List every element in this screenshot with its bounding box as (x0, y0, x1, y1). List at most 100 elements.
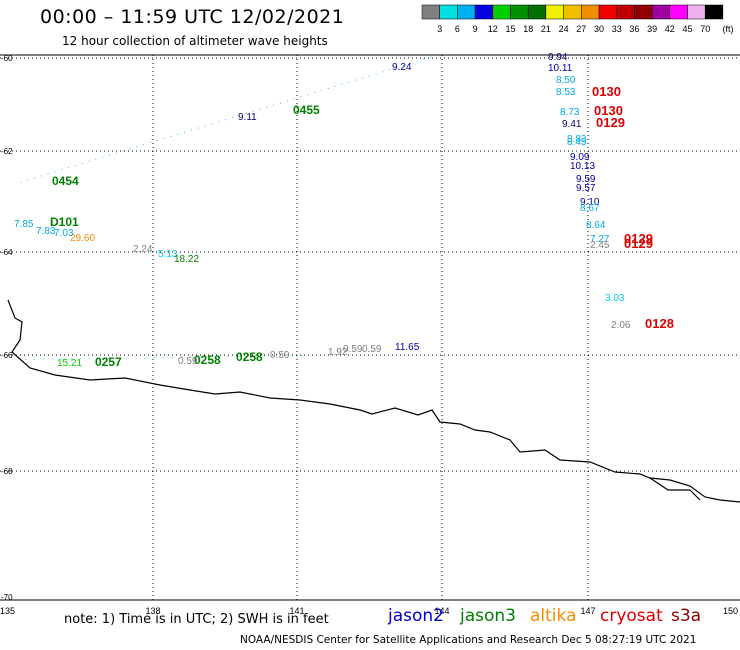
track-point: · (236, 351, 239, 361)
coastline (7, 299, 740, 503)
track-point: · (153, 352, 156, 362)
color-swatch (474, 4, 494, 20)
track-point: · (414, 56, 420, 66)
track-label: 9.59 (576, 174, 596, 185)
track-point: · (171, 352, 174, 362)
color-swatch (457, 4, 476, 20)
latitude-label: -70 (1, 593, 13, 602)
track-point: · (134, 141, 140, 151)
satellite-legend-jason2: jason2 (388, 606, 444, 626)
track-point: · (282, 350, 285, 360)
track-point: · (298, 91, 304, 101)
track-point: · (226, 351, 229, 361)
track-point: · (180, 352, 183, 362)
graticule (0, 55, 740, 600)
color-swatch (563, 4, 582, 20)
color-scale-label: 70 (700, 24, 710, 34)
track-point: · (291, 93, 297, 103)
color-scale-label: 27 (576, 24, 586, 34)
map-subtitle: 12 hour collection of altimeter wave hei… (62, 34, 328, 48)
track-point: · (229, 112, 235, 122)
track-point: · (127, 143, 133, 153)
track-point: · (116, 353, 119, 363)
axis-labels: -60 -62 -64 -66 -68 -70 135 138 141 144 147 150 (0, 54, 738, 616)
track-label: 9.41 (562, 119, 582, 130)
track-label: 9.24 (392, 62, 412, 73)
color-swatch (598, 4, 617, 20)
track-point: · (70, 353, 73, 363)
color-swatch (581, 4, 600, 20)
satellite-legend-altika: altika (530, 606, 577, 626)
track-label: 7.85 (14, 219, 34, 230)
longitude-label: 147 (580, 606, 595, 616)
track-point: · (72, 160, 78, 170)
track-point: · (79, 158, 85, 168)
track-point: · (421, 54, 427, 64)
track-point: · (291, 350, 294, 360)
color-scale-label: 6 (455, 24, 460, 34)
color-swatch (545, 4, 564, 20)
track-point: · (144, 352, 147, 362)
track-point: · (154, 135, 160, 145)
footnote: note: 1) Time is in UTC; 2) SWH is in fe… (64, 612, 329, 627)
track-label: 8.53 (556, 87, 576, 98)
altimeter-tracks: · · · · · · · · · · · · · · · · · · · · · · · · · · · · · · · · · · · · · · · ·… (18, 51, 434, 364)
latitude-label: -60 (1, 54, 13, 63)
map-title: 00:00 – 11:59 UTC 12/02/2021 (40, 6, 345, 28)
track-label: 9.09 (570, 152, 590, 163)
track-point: · (120, 145, 126, 155)
track-label: 0.59 (343, 344, 363, 355)
color-scale-label: 42 (665, 24, 675, 34)
track-point: · (359, 72, 365, 82)
track-point: · (113, 147, 119, 157)
track-label: 0129 (596, 115, 625, 130)
color-scale-legend: 3 6 9 12 15 18 21 24 27 30 33 36 39 42 45 70 (ft) (421, 4, 734, 34)
color-scale-label: 30 (594, 24, 604, 34)
color-scale-label: 3 (437, 24, 442, 34)
track-point: · (311, 87, 317, 97)
track-point: · (61, 353, 64, 363)
track-point: · (24, 174, 30, 184)
color-swatch (421, 4, 440, 20)
track-point: · (325, 83, 331, 93)
color-scale-label: 9 (473, 24, 478, 34)
color-swatch (669, 4, 688, 20)
track-point: · (277, 97, 283, 107)
track-label: 0257 (95, 355, 122, 369)
credit-line: NOAA/NESDIS Center for Satellite Applica… (240, 634, 697, 646)
track-point: · (257, 104, 263, 114)
color-swatch (527, 4, 547, 20)
track-point: · (162, 352, 165, 362)
color-scale-unit: (ft) (723, 24, 734, 34)
track-point: · (147, 137, 153, 147)
track-label: 9.10 (580, 197, 600, 208)
track-point: · (208, 351, 211, 361)
track-point: · (134, 352, 137, 362)
track-point: · (250, 106, 256, 116)
track-label: 10.11 (548, 63, 573, 74)
track-label: 8.50 (556, 75, 576, 86)
latitude-label: -62 (1, 147, 13, 156)
track-point: · (346, 76, 352, 86)
track-point: · (352, 74, 358, 84)
color-scale-label: 24 (559, 24, 569, 34)
track-point: · (38, 170, 44, 180)
track-point: · (236, 110, 242, 120)
track-point: · (100, 151, 106, 161)
track-label: 7.83 (36, 226, 56, 237)
track-point: · (300, 350, 303, 360)
longitude-label: 141 (289, 606, 304, 616)
track-label: 8.67 (580, 203, 600, 214)
track-point: · (188, 124, 194, 134)
track-point: · (98, 353, 101, 363)
track-point: · (161, 133, 167, 143)
track-point: · (264, 101, 270, 111)
track-label: 15.21 (57, 358, 82, 369)
color-swatch (492, 4, 511, 20)
satellite-legend-s3a: s3a (671, 606, 702, 626)
track-label: 7.27 (590, 234, 610, 245)
satellite-legend-jason3: jason3 (460, 606, 516, 626)
track-point: · (141, 139, 147, 149)
track-point: · (217, 351, 220, 361)
